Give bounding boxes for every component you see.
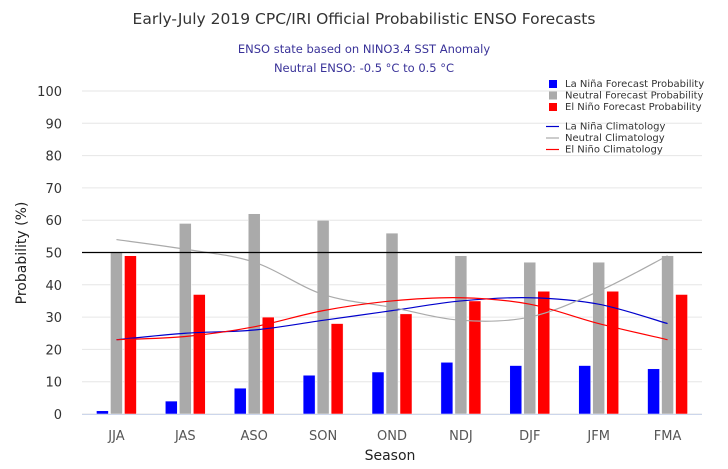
x-tick-label: JFM: [586, 429, 610, 444]
legend-item[interactable]: Neutral Climatology: [546, 133, 665, 144]
la-ni-a-climatologyline: [116, 297, 668, 341]
bar-neutral-forecast-probabilityond: [385, 232, 399, 415]
legend-label: Neutral Climatology: [565, 133, 665, 144]
bar-neutral-forecast-probabilityaso: [247, 213, 261, 415]
y-tick-label: 30: [45, 311, 62, 326]
bar-el-ni-o-forecast-probabilityond: [399, 313, 413, 415]
y-tick-label: 50: [45, 247, 62, 262]
bar-el-ni-o-forecast-probabilityndj: [468, 300, 482, 415]
legend-label: La Niña Forecast Probability: [565, 79, 704, 90]
y-axis-label: Probability (%): [14, 202, 30, 305]
bar-el-ni-o-forecast-probabilityaso: [261, 316, 275, 415]
x-tick-label: JAS: [174, 429, 196, 444]
x-tick-label: SON: [309, 429, 337, 444]
legend-label: Neutral Forecast Probability: [565, 91, 704, 102]
y-axis-ticks: 0 10 20 30 40 50 60 70 80 90 100: [37, 85, 62, 423]
x-axis-ticks: JJA JAS ASO SON OND NDJ DJF JFM FMA: [107, 429, 681, 444]
bar-el-ni-o-forecast-probabilityfma: [675, 294, 688, 415]
y-tick-label: 40: [45, 279, 62, 294]
bar-neutral-forecast-probabilityfma: [661, 255, 674, 415]
x-tick-label: OND: [377, 429, 407, 444]
bar-la-ni-a-forecast-probabilityson: [302, 374, 316, 415]
bars: [96, 213, 688, 415]
y-tick-label: 80: [45, 150, 62, 165]
bar-la-ni-a-forecast-probabilityfma: [647, 368, 660, 415]
y-tick-label: 100: [37, 85, 62, 100]
legend-label: La Niña Climatology: [565, 122, 665, 133]
bar-la-ni-a-forecast-probabilityndj: [440, 362, 454, 415]
bar-el-ni-o-forecast-probabilityson: [330, 323, 344, 415]
bar-neutral-forecast-probabilityndj: [454, 255, 468, 415]
legend-swatch: [549, 91, 557, 100]
legend-label: El Niño Climatology: [565, 145, 663, 156]
legend-swatch: [549, 103, 557, 111]
chart-subtitle-1: ENSO state based on NINO3.4 SST Anomaly: [237, 42, 491, 56]
x-tick-label: FMA: [654, 429, 682, 444]
y-tick-label: 60: [45, 214, 62, 229]
legend-swatch: [549, 80, 557, 88]
x-tick-label: NDJ: [449, 429, 473, 444]
bar-neutral-forecast-probabilityson: [316, 219, 330, 415]
x-axis-label: Season: [365, 448, 416, 464]
y-tick-label: 20: [45, 343, 62, 358]
legend-item[interactable]: El Niño Climatology: [546, 145, 663, 156]
bar-neutral-forecast-probabilitydjf: [523, 261, 537, 415]
el-ni-o-climatologyline: [116, 297, 668, 341]
x-tick-label: DJF: [519, 429, 540, 444]
legend-item[interactable]: La Niña Climatology: [546, 122, 665, 133]
bar-el-ni-o-forecast-probabilityjja: [124, 255, 137, 415]
bar-la-ni-a-forecast-probabilityaso: [233, 387, 247, 415]
bar-el-ni-o-forecast-probabilityjfm: [606, 291, 619, 415]
bar-la-ni-a-forecast-probabilityond: [371, 371, 385, 415]
legend-item[interactable]: El Niño Forecast Probability: [549, 102, 702, 113]
bar-la-ni-a-forecast-probabilityjas: [165, 400, 178, 415]
y-tick-label: 10: [45, 376, 62, 391]
bar-la-ni-a-forecast-probabilitydjf: [509, 365, 523, 415]
chart-title: Early-July 2019 CPC/IRI Official Probabi…: [132, 10, 596, 28]
bar-la-ni-a-forecast-probabilityjfm: [578, 365, 591, 415]
bar-neutral-forecast-probabilityjfm: [592, 261, 605, 415]
bar-neutral-forecast-probabilityjja: [110, 252, 123, 415]
y-tick-label: 0: [54, 408, 62, 423]
chart-subtitle-2: Neutral ENSO: -0.5 °C to 0.5 °C: [273, 61, 455, 75]
bar-el-ni-o-forecast-probabilityjas: [193, 294, 206, 415]
x-tick-label: JJA: [107, 429, 124, 444]
legend-item[interactable]: Neutral Forecast Probability: [549, 91, 704, 102]
bar-el-ni-o-forecast-probabilitydjf: [537, 291, 551, 415]
y-tick-label: 90: [45, 117, 62, 132]
legend-label: El Niño Forecast Probability: [565, 102, 702, 113]
legend-item[interactable]: La Niña Forecast Probability: [549, 79, 704, 90]
x-tick-label: ASO: [241, 429, 268, 444]
y-tick-label: 70: [45, 182, 62, 197]
bar-la-ni-a-forecast-probabilityjja: [96, 410, 109, 415]
